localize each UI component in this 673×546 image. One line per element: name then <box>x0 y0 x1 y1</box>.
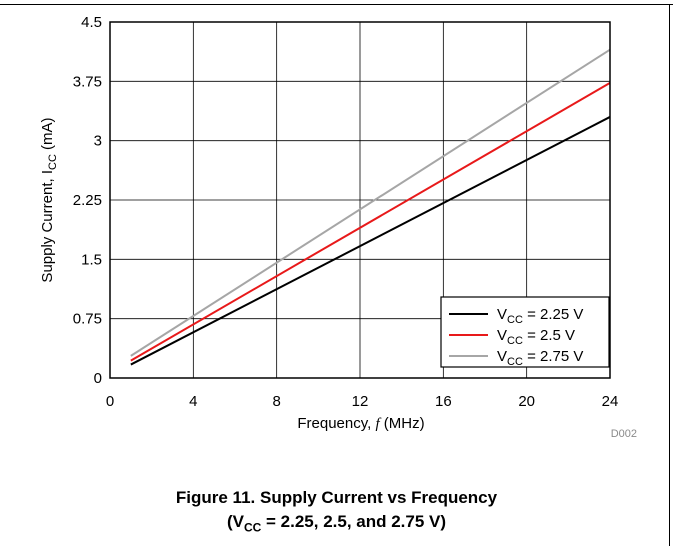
x-tick-label: 12 <box>352 393 369 410</box>
x-tick-label: 16 <box>435 393 452 410</box>
series-lines <box>130 48 611 366</box>
supply-current-chart: 0 0.75 1.5 2.25 3 3.75 4.5 0 4 8 12 16 20 24 Frequen… <box>39 14 637 440</box>
legend-label-2.75v: VCC = 2.75 V <box>497 348 583 368</box>
y-tick-label: 4.5 <box>81 14 102 31</box>
x-tick-label: 24 <box>602 393 619 410</box>
y-tick-label: 1.5 <box>81 251 102 268</box>
series-line-1 <box>130 82 611 362</box>
x-axis-title: Frequency, f (MHz) <box>297 415 424 432</box>
y-tick-label: 0 <box>94 370 102 387</box>
figure-code: D002 <box>611 428 637 440</box>
y-tick-labels: 0 0.75 1.5 2.25 3 3.75 4.5 <box>73 14 102 387</box>
y-tick-label: 3.75 <box>73 73 102 90</box>
plot-border <box>109 21 611 379</box>
figure-caption-subtitle: (VCC = 2.25, 2.5, and 2.75 V) <box>226 512 447 535</box>
x-tick-label: 0 <box>106 393 114 410</box>
x-tick-labels: 0 4 8 12 16 20 24 <box>106 393 619 410</box>
y-tick-label: 0.75 <box>73 311 102 328</box>
series-line-2 <box>130 48 611 357</box>
y-tick-label: 3 <box>94 133 102 150</box>
legend-label-2.5v: VCC = 2.5 V <box>497 327 575 347</box>
legend-label-2.25v: VCC = 2.25 V <box>497 306 583 326</box>
x-tick-label: 4 <box>189 393 197 410</box>
legend: VCC = 2.25 V VCC = 2.5 V VCC = 2.75 V <box>440 296 610 368</box>
x-tick-label: 8 <box>272 393 280 410</box>
y-tick-label: 2.25 <box>73 192 102 209</box>
page-frame-top <box>0 4 673 5</box>
x-tick-label: 20 <box>518 393 535 410</box>
figure-caption-title: Figure 11. Supply Current vs Frequency <box>175 488 498 507</box>
page-frame-right <box>669 4 670 546</box>
y-axis-title: Supply Current, ICC (mA) <box>39 117 59 282</box>
series-line-0 <box>130 116 611 366</box>
